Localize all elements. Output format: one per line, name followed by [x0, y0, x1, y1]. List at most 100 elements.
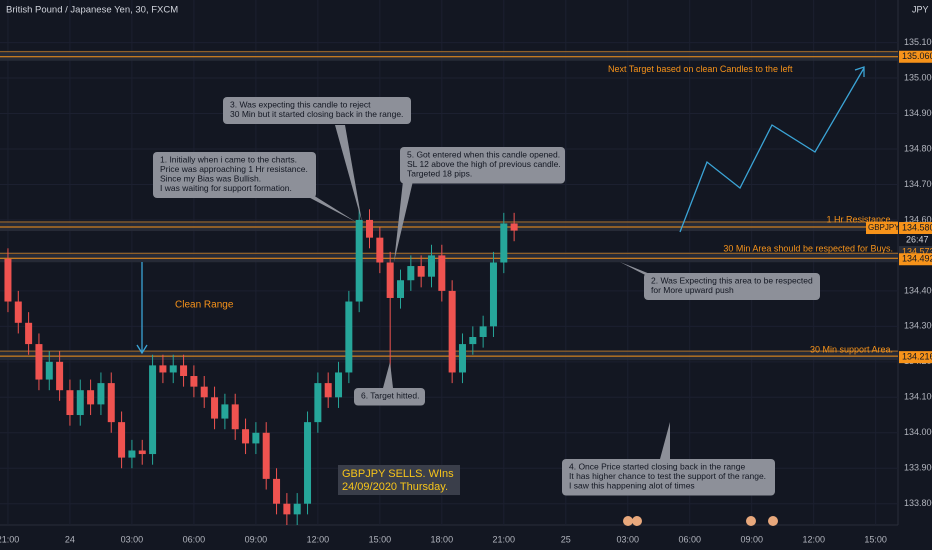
- y-tick-label: 134.900: [904, 108, 932, 118]
- candle-body: [366, 219, 374, 238]
- candle-body: [293, 503, 301, 515]
- candle-body: [262, 432, 270, 479]
- callout-text: 6. Target hitted.: [361, 390, 419, 400]
- y-tick-label: 134.000: [904, 427, 932, 437]
- candle-body: [221, 404, 229, 419]
- price-tag-bg: [899, 253, 932, 266]
- candle-body: [138, 450, 146, 455]
- candle-body: [407, 266, 415, 281]
- candle-body: [107, 383, 115, 423]
- y-tick-label: 134.400: [904, 285, 932, 295]
- callout-text: 5. Got entered when this candle opened.: [407, 149, 560, 159]
- range-label: Clean Range: [175, 300, 234, 311]
- countdown-bg: [899, 234, 932, 247]
- banner-text: GBPJPY SELLS. WIns: [342, 468, 454, 480]
- range-arrow: [136, 262, 148, 355]
- x-tick-label: 25: [561, 534, 571, 544]
- header: British Pound / Japanese Yen, 30, FXCM: [6, 5, 178, 16]
- callout-pointer: [383, 362, 393, 388]
- candle-body: [211, 397, 219, 419]
- candle-body: [149, 365, 157, 455]
- callout-box: [644, 273, 820, 300]
- x-tick-label: 03:00: [616, 534, 639, 544]
- candle-body: [252, 432, 260, 444]
- callout-text: 4. Once Price started closing back in th…: [569, 461, 746, 471]
- candle-body: [45, 361, 53, 380]
- callout-box: [400, 147, 565, 184]
- candle-body: [25, 322, 33, 345]
- callout-text: Price was approaching 1 Hr resistance.: [160, 164, 308, 174]
- callout-box: [562, 459, 775, 496]
- candle-body: [396, 280, 404, 298]
- candle-body: [190, 376, 198, 387]
- candle-body: [489, 262, 497, 327]
- price-tag-bg: [899, 351, 932, 364]
- candle-body: [159, 365, 167, 373]
- callout-pointer: [335, 125, 362, 222]
- callout-box: [223, 97, 411, 124]
- y-tick-label: 135.000: [904, 72, 932, 82]
- level-band: [0, 221, 898, 232]
- callout-text: I saw this happening alot of times: [569, 480, 695, 490]
- x-tick-label: 15:00: [864, 534, 887, 544]
- candle-body: [200, 386, 208, 398]
- candle-body: [438, 255, 446, 291]
- candle-body: [35, 344, 43, 380]
- candle-body: [324, 383, 332, 398]
- x-tick-label: 21:00: [493, 534, 516, 544]
- candle-body: [427, 255, 435, 277]
- price-tag: 134.216: [902, 352, 932, 362]
- annotations: Clean Range 1. Initially when i came to t…: [153, 97, 820, 496]
- level-band: [0, 50, 898, 61]
- candle-body: [118, 422, 126, 458]
- callout-pointer: [660, 422, 670, 459]
- callout-text: Since my Bias was Bullish.: [160, 173, 261, 183]
- candle-body: [500, 223, 508, 263]
- candle-body: [180, 365, 188, 377]
- x-tick-label: 03:00: [121, 534, 144, 544]
- countdown: 26:47: [906, 234, 929, 244]
- x-tick-label: 09:00: [245, 534, 268, 544]
- y-tick-label: 134.700: [904, 179, 932, 189]
- symbol-tag-bg: [866, 222, 898, 235]
- y-tick-label: 134.300: [904, 321, 932, 331]
- callout-text: SL 12 above the high of previous candle.: [407, 159, 561, 169]
- callout-text: 2. Was Expecting this area to be respect…: [651, 275, 813, 285]
- x-tick-label: 24: [65, 534, 75, 544]
- candle-body: [128, 450, 136, 458]
- level-band: [0, 252, 898, 263]
- level-text: 1 Hr Resistance.: [826, 214, 893, 224]
- candle-body: [273, 478, 281, 504]
- y-tick-label: 134.800: [904, 143, 932, 153]
- candle-body: [66, 390, 74, 416]
- axes: 133.800133.900134.000134.100134.200134.3…: [0, 37, 932, 544]
- level-text: 30 Min support Area.: [810, 345, 893, 355]
- candle-body: [510, 223, 518, 231]
- callout-text: It has higher chance to test the support…: [569, 471, 766, 481]
- x-tick-label: 06:00: [678, 534, 701, 544]
- x-tick-label: 21:00: [0, 534, 19, 544]
- price-tag: 134.580: [902, 222, 932, 232]
- callout-text: 1. Initially when i came to the charts.: [160, 154, 297, 164]
- candle-body: [14, 301, 22, 323]
- price-tag-bg: [899, 50, 932, 63]
- callout-text: I was waiting for support formation.: [160, 183, 292, 193]
- callout-text: for More upward push: [651, 285, 734, 295]
- x-tick-label: 12:00: [307, 534, 330, 544]
- candle-body: [355, 219, 363, 302]
- callout-text: Targeted 18 pips.: [407, 168, 472, 178]
- currency: JPY: [912, 4, 929, 14]
- candle-body: [4, 258, 12, 302]
- candle-body: [417, 266, 425, 277]
- x-tick-label: 18:00: [431, 534, 454, 544]
- x-tick-label: 06:00: [183, 534, 206, 544]
- banner-text: 24/09/2020 Thursday.: [342, 481, 448, 493]
- level-text: Next Target based on clean Candles to th…: [608, 64, 793, 74]
- price-tag: 135.060: [902, 51, 932, 61]
- candle-body: [479, 326, 487, 337]
- symbol-tag: GBPJPY: [868, 223, 900, 232]
- candle-body: [283, 503, 291, 515]
- y-tick-label: 133.900: [904, 463, 932, 473]
- candles: [4, 209, 518, 525]
